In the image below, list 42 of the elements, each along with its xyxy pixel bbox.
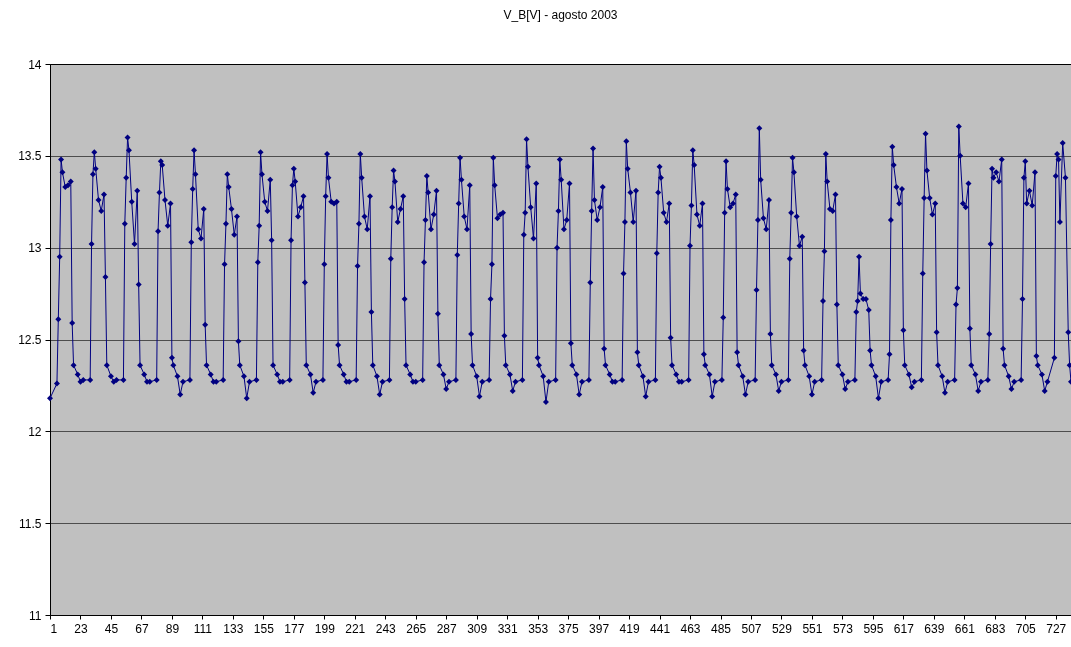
x-tick-label: 573	[832, 621, 854, 636]
y-tick-label: 13	[28, 241, 42, 256]
x-tick-label: 89	[165, 621, 180, 636]
x-tick-label: 507	[741, 621, 762, 636]
x-tick-label: 287	[436, 621, 458, 636]
x-tick-label: 463	[680, 621, 701, 636]
x-tick-label: 639	[924, 621, 945, 636]
x-tick-label: 617	[893, 621, 915, 636]
x-tick-label: 419	[619, 621, 640, 636]
chart-title: V_B[V] - agosto 2003	[503, 8, 618, 22]
x-tick-label: 727	[1046, 621, 1067, 636]
x-tick-label: 1	[50, 621, 58, 636]
x-tick-label: 199	[314, 621, 336, 636]
x-tick-label: 111	[193, 621, 213, 636]
x-tick-label: 133	[223, 621, 244, 636]
y-tick-label: 14	[28, 57, 42, 72]
x-tick-label: 309	[467, 621, 488, 636]
x-tick-label: 265	[406, 621, 427, 636]
y-tick-label: 12.5	[18, 333, 42, 347]
x-tick-label: 177	[284, 621, 305, 636]
x-tick-label: 67	[135, 621, 149, 636]
y-tick-label: 13.5	[18, 149, 42, 164]
x-tick-label: 661	[954, 621, 976, 636]
x-tick-label: 683	[985, 621, 1006, 636]
x-tick-label: 441	[650, 621, 671, 636]
x-tick-label: 529	[771, 621, 793, 636]
x-tick-label: 23	[74, 621, 88, 636]
x-tick-label: 705	[1015, 621, 1037, 636]
x-tick-label: 397	[589, 621, 610, 636]
x-tick-label: 353	[528, 621, 549, 636]
x-tick-label: 551	[802, 621, 823, 636]
y-tick-label: 11.5	[19, 516, 42, 531]
x-tick-label: 375	[558, 621, 579, 636]
y-tick-label: 12	[28, 424, 42, 439]
x-tick-label: 45	[104, 621, 119, 636]
y-tick-label: 11	[29, 608, 42, 623]
x-tick-label: 595	[863, 621, 884, 636]
x-tick-label: 243	[375, 621, 397, 636]
x-tick-label: 155	[253, 621, 275, 636]
x-tick-label: 221	[345, 621, 366, 636]
x-tick-label: 485	[710, 621, 732, 636]
x-tick-label: 331	[497, 621, 518, 636]
